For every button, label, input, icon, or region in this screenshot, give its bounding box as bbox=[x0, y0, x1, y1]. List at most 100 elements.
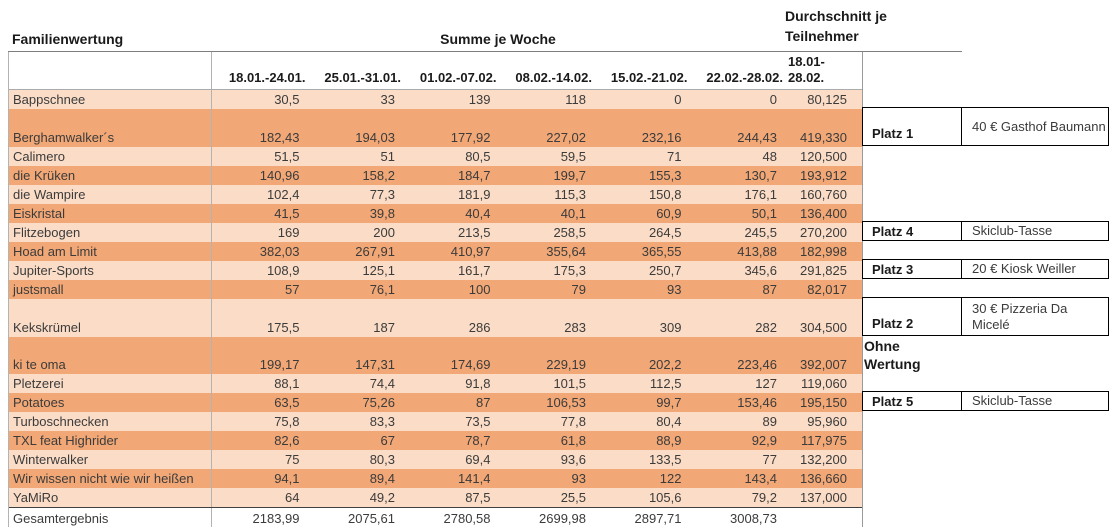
week-score-cell[interactable]: 73,5 bbox=[465, 414, 491, 429]
week-score-cell[interactable]: 79 bbox=[571, 282, 586, 297]
average-score-cell[interactable]: 120,500 bbox=[800, 149, 847, 164]
week-score-cell[interactable]: 83,3 bbox=[369, 414, 395, 429]
week-score-cell[interactable]: 122 bbox=[659, 471, 682, 486]
week-score-cell[interactable]: 106,53 bbox=[546, 395, 586, 410]
week-score-cell[interactable]: 92,9 bbox=[751, 433, 777, 448]
average-score-cell[interactable]: 392,007 bbox=[800, 357, 847, 372]
week-score-cell[interactable]: 89,4 bbox=[369, 471, 395, 486]
week-score-cell[interactable]: 153,46 bbox=[737, 395, 777, 410]
week-score-cell[interactable]: 77,8 bbox=[560, 414, 586, 429]
week-score-cell[interactable]: 150,8 bbox=[648, 187, 682, 202]
week-score-cell[interactable]: 365,55 bbox=[641, 244, 682, 259]
week-score-cell[interactable]: 232,16 bbox=[641, 130, 682, 145]
week-score-cell[interactable]: 175,5 bbox=[266, 320, 300, 335]
week-score-cell[interactable]: 40,1 bbox=[560, 206, 586, 221]
team-name-cell[interactable]: YaMiRo bbox=[9, 488, 212, 507]
prize-description-cell[interactable]: Skiclub-Tasse bbox=[972, 393, 1053, 408]
week-score-cell[interactable]: 147,31 bbox=[355, 357, 395, 372]
average-score-cell[interactable]: 132,200 bbox=[800, 452, 847, 467]
average-score-cell[interactable]: 136,660 bbox=[800, 471, 847, 486]
week-score-cell[interactable]: 80,3 bbox=[369, 452, 395, 467]
team-name-cell[interactable]: Turboschnecken bbox=[9, 412, 212, 431]
week-score-cell[interactable]: 105,6 bbox=[648, 490, 682, 505]
week-score-cell[interactable]: 80,4 bbox=[656, 414, 682, 429]
total-week-cell[interactable]: 2075,61 bbox=[348, 511, 395, 526]
week-score-cell[interactable]: 199,7 bbox=[553, 168, 586, 183]
week-score-cell[interactable]: 0 bbox=[769, 92, 777, 107]
week-score-cell[interactable]: 93,6 bbox=[560, 452, 586, 467]
week-score-cell[interactable]: 102,4 bbox=[266, 187, 300, 202]
average-score-cell[interactable]: 95,960 bbox=[807, 414, 847, 429]
week-score-cell[interactable]: 140,96 bbox=[259, 168, 300, 183]
week-score-cell[interactable]: 182,43 bbox=[259, 130, 300, 145]
week-score-cell[interactable]: 155,3 bbox=[648, 168, 682, 183]
week-score-cell[interactable]: 33 bbox=[380, 92, 395, 107]
week-score-cell[interactable]: 125,1 bbox=[362, 263, 395, 278]
team-name-cell[interactable]: die Wampire bbox=[9, 185, 212, 204]
week-score-cell[interactable]: 139 bbox=[468, 92, 491, 107]
week-score-cell[interactable]: 158,2 bbox=[362, 168, 395, 183]
average-score-cell[interactable]: 82,017 bbox=[807, 282, 847, 297]
week-score-cell[interactable]: 50,1 bbox=[751, 206, 777, 221]
week-score-cell[interactable]: 174,69 bbox=[450, 357, 491, 372]
week-score-cell[interactable]: 80,5 bbox=[465, 149, 491, 164]
corner-spacer-cell[interactable] bbox=[9, 52, 212, 89]
week-score-cell[interactable]: 69,4 bbox=[465, 452, 491, 467]
week-score-cell[interactable]: 77,3 bbox=[369, 187, 395, 202]
week-score-cell[interactable]: 141,4 bbox=[457, 471, 491, 486]
week-score-cell[interactable]: 100 bbox=[468, 282, 491, 297]
week-score-cell[interactable]: 194,03 bbox=[355, 130, 395, 145]
week-score-cell[interactable]: 82,6 bbox=[274, 433, 300, 448]
week-score-cell[interactable]: 227,02 bbox=[546, 130, 586, 145]
week-column-header[interactable]: 18.01.-24.01. bbox=[228, 70, 306, 85]
average-score-cell[interactable]: 160,760 bbox=[800, 187, 847, 202]
prize-rank-cell[interactable]: Platz 5 bbox=[863, 392, 962, 410]
week-score-cell[interactable]: 250,7 bbox=[648, 263, 682, 278]
week-score-cell[interactable]: 115,3 bbox=[554, 187, 586, 202]
week-score-cell[interactable]: 309 bbox=[659, 320, 682, 335]
average-score-cell[interactable]: 80,125 bbox=[807, 92, 847, 107]
team-name-cell[interactable]: justsmall bbox=[9, 280, 212, 299]
week-score-cell[interactable]: 75,8 bbox=[274, 414, 300, 429]
week-score-cell[interactable]: 258,5 bbox=[553, 225, 586, 240]
week-score-cell[interactable]: 88,1 bbox=[274, 376, 300, 391]
average-score-cell[interactable]: 193,912 bbox=[800, 168, 847, 183]
week-score-cell[interactable]: 99,7 bbox=[656, 395, 682, 410]
week-score-cell[interactable]: 286 bbox=[468, 320, 491, 335]
week-score-cell[interactable]: 77 bbox=[762, 452, 777, 467]
week-score-cell[interactable]: 87 bbox=[762, 282, 777, 297]
average-score-cell[interactable]: 119,060 bbox=[800, 376, 847, 391]
week-score-cell[interactable]: 93 bbox=[667, 282, 682, 297]
week-score-cell[interactable]: 410,97 bbox=[450, 244, 491, 259]
week-score-cell[interactable]: 282 bbox=[755, 320, 777, 335]
week-score-cell[interactable]: 75,26 bbox=[362, 395, 395, 410]
week-score-cell[interactable]: 57 bbox=[285, 282, 300, 297]
week-score-cell[interactable]: 30,5 bbox=[274, 92, 300, 107]
week-score-cell[interactable]: 39,8 bbox=[369, 206, 395, 221]
week-score-cell[interactable]: 93 bbox=[571, 471, 586, 486]
team-name-cell[interactable]: ki te oma bbox=[9, 337, 212, 374]
week-column-header[interactable]: 08.02.-14.02. bbox=[515, 70, 592, 85]
week-score-cell[interactable]: 88,9 bbox=[656, 433, 682, 448]
week-score-cell[interactable]: 199,17 bbox=[259, 357, 300, 372]
week-score-cell[interactable]: 130,7 bbox=[744, 168, 777, 183]
title-durchschnitt-je-teilnehmer[interactable]: Durchschnitt je Teilnehmer bbox=[785, 8, 887, 44]
week-score-cell[interactable]: 213,5 bbox=[457, 225, 491, 240]
week-column-header[interactable]: 22.02.-28.02. bbox=[706, 70, 783, 85]
average-score-cell[interactable]: 136,400 bbox=[800, 206, 847, 221]
week-score-cell[interactable]: 108,9 bbox=[266, 263, 300, 278]
week-score-cell[interactable]: 60,9 bbox=[656, 206, 682, 221]
week-score-cell[interactable]: 176,1 bbox=[744, 187, 777, 202]
prize-description-cell[interactable]: 30 € Pizzeria Da Micelé bbox=[972, 300, 1068, 332]
week-score-cell[interactable]: 118 bbox=[565, 92, 586, 107]
team-name-cell[interactable]: Hoad am Limit bbox=[9, 242, 212, 261]
team-name-cell[interactable]: Potatoes bbox=[9, 393, 212, 412]
total-week-cell[interactable]: 2897,71 bbox=[634, 511, 682, 526]
average-score-cell[interactable]: 270,200 bbox=[800, 225, 847, 240]
week-score-cell[interactable]: 91,8 bbox=[465, 376, 491, 391]
team-name-cell[interactable]: Berghamwalker´s bbox=[9, 109, 212, 147]
week-score-cell[interactable]: 382,03 bbox=[259, 244, 300, 259]
week-score-cell[interactable]: 169 bbox=[277, 225, 300, 240]
week-score-cell[interactable]: 413,88 bbox=[737, 244, 777, 259]
team-name-cell[interactable]: Bappschnee bbox=[9, 90, 212, 109]
